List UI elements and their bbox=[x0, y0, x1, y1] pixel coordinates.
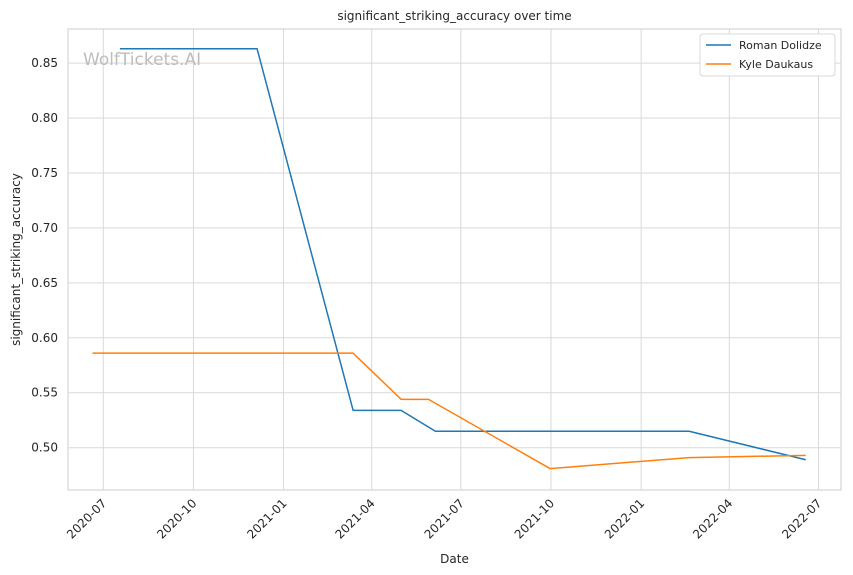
y-tick-label: 0.70 bbox=[31, 221, 58, 235]
x-tick-label: 2021-04 bbox=[332, 496, 377, 541]
series-line-kyle-daukaus bbox=[92, 352, 806, 470]
x-axis-ticks: 2020-07 2020-10 2021-01 2021-04 2021-07 2021-… bbox=[64, 496, 825, 541]
x-tick-label: 2021-07 bbox=[422, 496, 467, 541]
y-tick-label: 0.65 bbox=[31, 276, 58, 290]
x-axis-title: Date bbox=[440, 552, 469, 566]
x-tick-label: 2022-04 bbox=[690, 496, 735, 541]
x-tick-label: 2020-10 bbox=[154, 496, 199, 541]
x-tick-label: 2021-10 bbox=[512, 496, 557, 541]
y-tick-label: 0.85 bbox=[31, 56, 58, 70]
y-tick-label: 0.55 bbox=[31, 386, 58, 400]
legend-label-kyle-daukaus: Kyle Daukaus bbox=[739, 58, 813, 71]
chart-title: significant_striking_accuracy over time bbox=[337, 9, 571, 23]
plot-area bbox=[67, 28, 842, 491]
gridlines bbox=[68, 29, 841, 490]
legend-label-roman-dolidze: Roman Dolidze bbox=[739, 39, 822, 52]
x-tick-label: 2021-01 bbox=[244, 496, 289, 541]
watermark: WolfTickets.AI bbox=[83, 50, 201, 70]
y-tick-label: 0.80 bbox=[31, 111, 58, 125]
x-tick-label: 2022-01 bbox=[602, 496, 647, 541]
y-tick-label: 0.50 bbox=[31, 441, 58, 455]
y-axis-title: significant_striking_accuracy bbox=[9, 173, 23, 346]
x-tick-label: 2022-07 bbox=[779, 496, 824, 541]
y-tick-label: 0.60 bbox=[31, 331, 58, 345]
y-tick-label: 0.75 bbox=[31, 166, 58, 180]
legend-box bbox=[699, 33, 836, 77]
y-axis-ticks: 0.50 0.55 0.60 0.65 0.70 0.75 0.80 0.85 bbox=[31, 56, 58, 455]
x-tick-label: 2020-07 bbox=[64, 496, 109, 541]
series-layer bbox=[92, 48, 806, 470]
series-line-roman-dolidze bbox=[119, 48, 806, 461]
legend: Roman Dolidze Kyle Daukaus bbox=[699, 33, 836, 77]
